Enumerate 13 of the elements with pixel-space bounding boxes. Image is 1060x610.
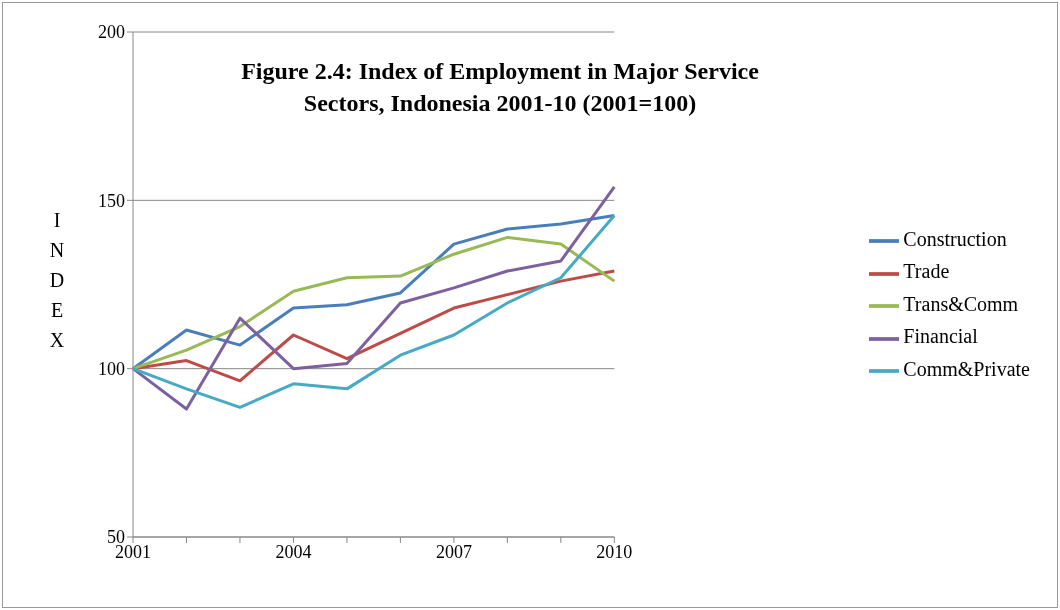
- y-tick-label: 200: [98, 22, 125, 43]
- x-tick-label: 2004: [275, 541, 312, 562]
- legend-label: Trans&Comm: [903, 292, 1019, 315]
- x-tick-label: 2010: [596, 541, 633, 562]
- legend-label: Trade: [903, 260, 950, 283]
- legend-label: Financial: [903, 325, 978, 348]
- x-tick-label: 2007: [435, 541, 472, 562]
- legend-label: Construction: [903, 227, 1007, 250]
- y-tick-label: 150: [98, 190, 125, 211]
- y-axis-title: INDEX: [48, 208, 66, 353]
- text: Figure 2.4: Index of Employment in Major Service Sectors, Indonesia 2001-10 (2001=100): [240, 57, 760, 118]
- legend-label: Comm&Private: [903, 357, 1030, 380]
- y-tick-label: 100: [98, 359, 125, 380]
